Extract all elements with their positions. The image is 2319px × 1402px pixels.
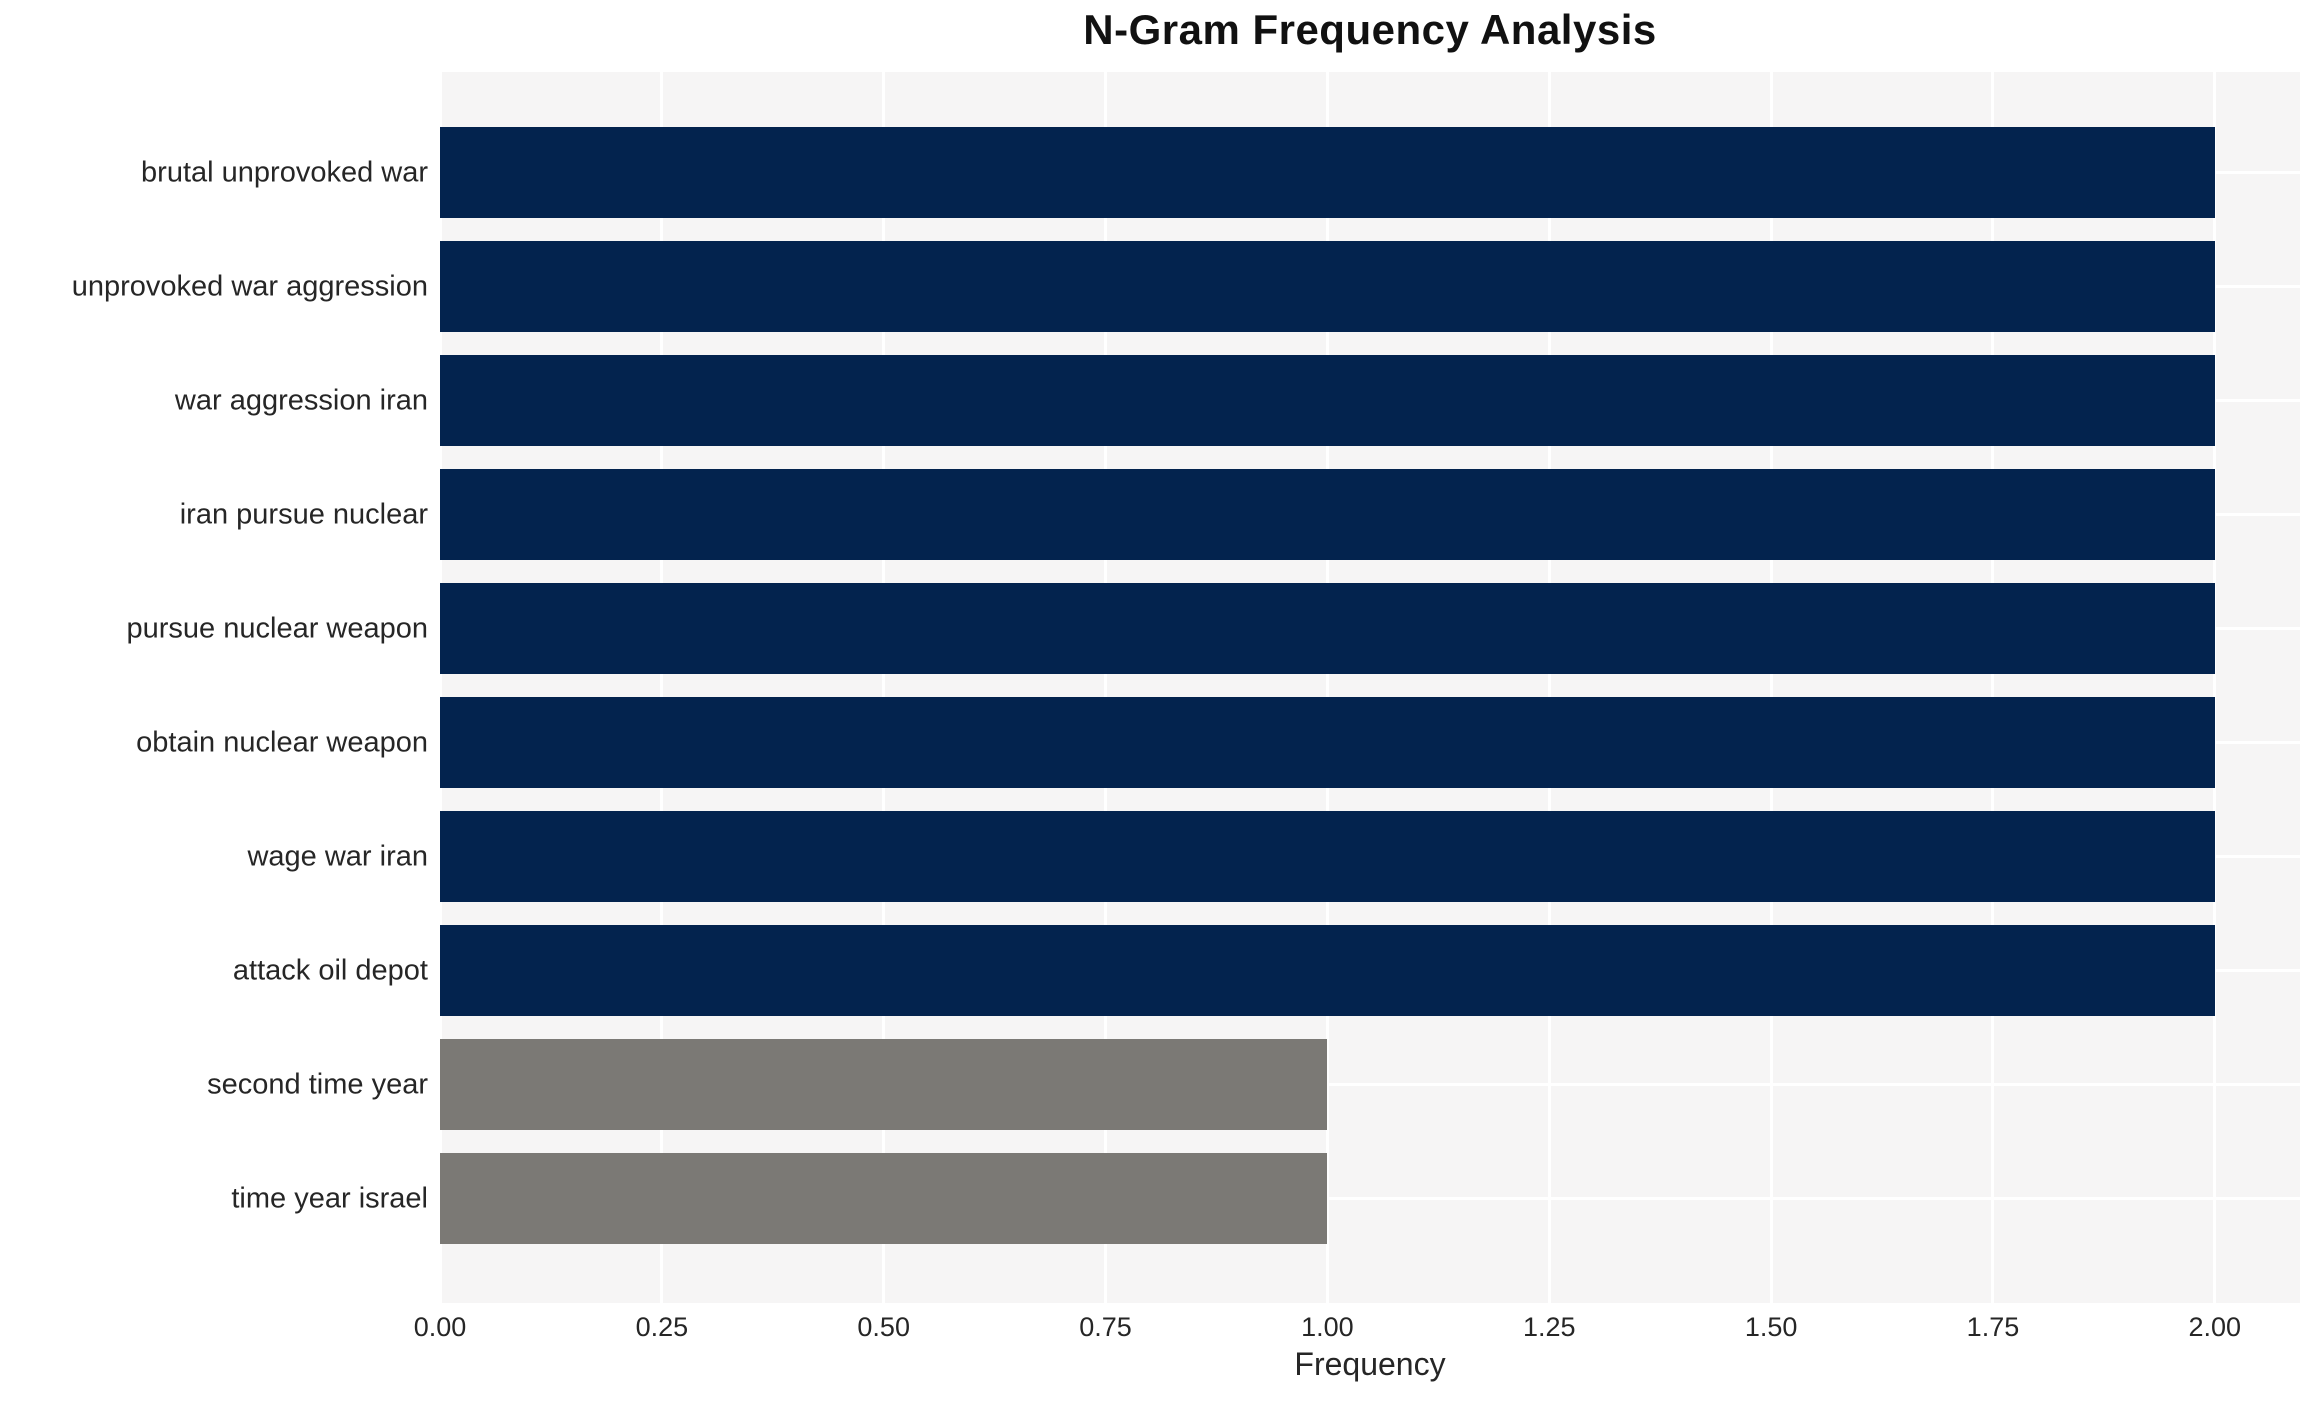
bar-unprovoked-war-aggression [440,241,2215,332]
gridline-vertical [1325,72,1329,1303]
gridline-vertical [1104,72,1108,1303]
bar-attack-oil-depot [440,925,2215,1016]
y-tick-label: attack oil depot [232,954,428,986]
bar-war-aggression-iran [440,355,2215,446]
x-tick-label: 1.00 [1301,1312,1354,1342]
x-tick-label: 1.75 [1966,1312,2020,1342]
x-tick-label: 1.50 [1744,1312,1798,1342]
bar-pursue-nuclear-weapon [440,583,2215,674]
y-tick-label: pursue nuclear weapon [126,612,428,644]
y-tick-label: iran pursue nuclear [179,498,428,530]
bar-wage-war-iran [440,811,2215,902]
y-tick-label: unprovoked war aggression [71,270,428,302]
y-tick-label: war aggression iran [174,384,428,416]
gridline-vertical [1991,72,1995,1303]
bar-obtain-nuclear-weapon [440,697,2215,788]
y-tick-label: second time year [207,1068,428,1100]
bar-second-time-year [440,1039,1328,1130]
y-tick-label: time year israel [231,1182,428,1214]
gridline-vertical [438,72,442,1303]
y-tick-label: brutal unprovoked war [141,156,428,188]
x-tick-label: 2.00 [2188,1312,2242,1342]
bar-time-year-israel [440,1153,1328,1244]
gridline-vertical [2213,72,2217,1303]
y-tick-label: wage war iran [247,840,428,872]
bar-brutal-unprovoked-war [440,127,2215,218]
gridline-horizontal [440,1083,2300,1086]
y-tick-label: obtain nuclear weapon [136,726,428,758]
x-tick-label: 1.25 [1522,1312,1576,1342]
gridline-vertical [882,72,886,1303]
x-tick-label: 0.25 [635,1312,689,1342]
plot-area [438,72,2300,1303]
gridline-horizontal [440,1197,2300,1200]
x-tick-label: 0.75 [1079,1312,1132,1342]
gridline-vertical [660,72,664,1303]
x-tick-label: 0.50 [857,1312,910,1342]
x-axis-title: Frequency [1294,1346,1446,1382]
y-axis-tick-labels: brutal unprovoked war unprovoked war aggr… [0,72,428,1303]
bar-iran-pursue-nuclear [440,469,2215,560]
gridline-vertical [1547,72,1551,1303]
gridline-vertical [1769,72,1773,1303]
chart-title: N-Gram Frequency Analysis [1083,6,1657,53]
x-tick-label: 0.00 [413,1312,467,1342]
